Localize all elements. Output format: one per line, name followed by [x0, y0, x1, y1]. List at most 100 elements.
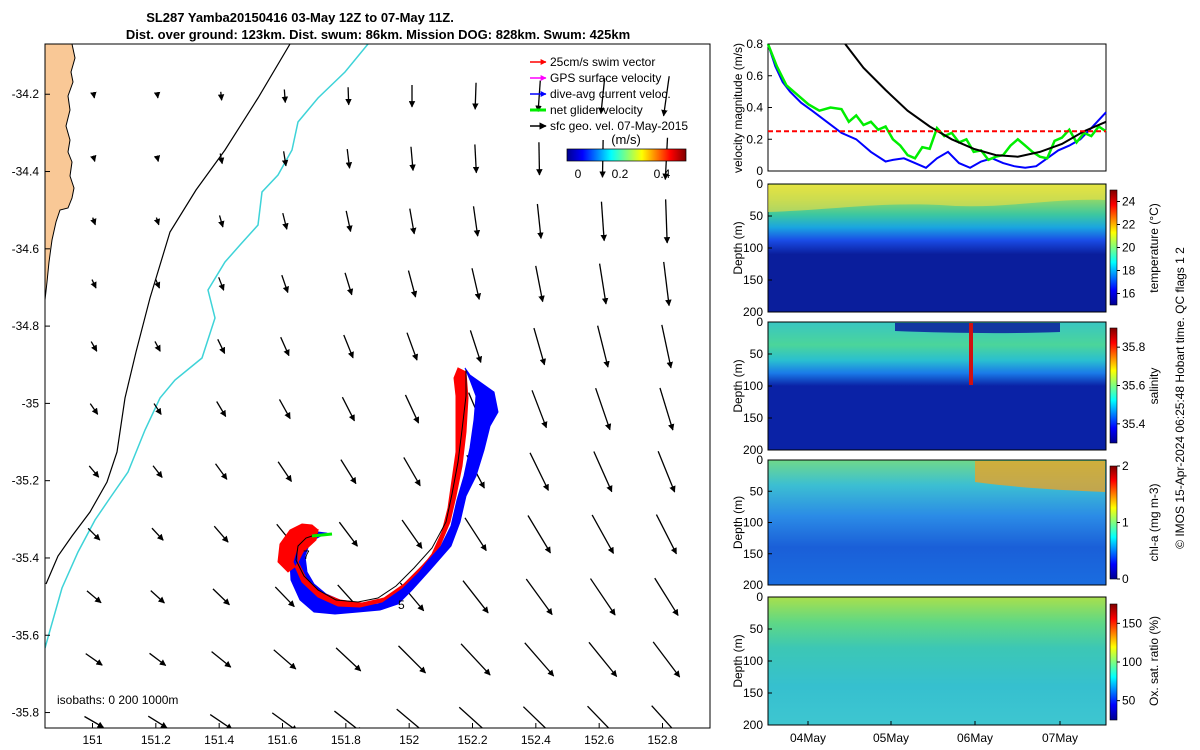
- geo-velocity-arrow: [597, 325, 610, 368]
- geo-velocity-arrow: [462, 580, 489, 614]
- oxygen-colorbar-label: Ox. sat. ratio (%): [1147, 616, 1161, 706]
- colorbar-tick-0: 0: [575, 167, 582, 181]
- chla-colorbar-tick-label: 0: [1122, 572, 1129, 586]
- velocity-y-tick-label: 0.2: [746, 132, 763, 146]
- map-y-ticks: -34.2 -34.4 -34.6 -34.8 -35 -35.2 -35.4 -35.6 -3…: [12, 87, 50, 720]
- geo-velocity-arrow: [271, 712, 298, 728]
- geo-velocity-arrow: [409, 146, 416, 172]
- geo-velocity-arrow: [657, 450, 676, 493]
- geo-velocity-arrow: [213, 525, 229, 543]
- geo-velocity-arrow: [147, 715, 168, 728]
- map-y-tick-label: -35.8: [12, 706, 40, 720]
- geo-velocity-arrow: [655, 514, 677, 555]
- salinity-depth-tick-label: 100: [743, 379, 763, 393]
- map-y-tick-label: -34.6: [12, 242, 40, 256]
- geo-velocity-arrow: [663, 261, 672, 307]
- geo-velocity-arrow: [281, 151, 289, 167]
- geo-velocity-arrow: [472, 82, 479, 110]
- geo-velocity-arrow: [341, 396, 355, 422]
- map-x-tick-label: 151: [82, 733, 102, 747]
- geo-velocity-arrow: [209, 714, 233, 728]
- geo-velocity-arrow: [273, 649, 297, 670]
- geo-velocity-arrow: [90, 91, 97, 99]
- section-labels: 0 50 100 150 200 Depth (m) temperature (°C) 16 1…: [731, 177, 1161, 745]
- geo-velocity-arrow: [90, 217, 97, 226]
- salinity-depth-tick-label: 50: [750, 347, 764, 361]
- salinity-colorbar: [1109, 327, 1118, 444]
- geo-velocity-arrow: [88, 465, 100, 478]
- geo-velocity-arrow: [86, 590, 102, 604]
- land: [45, 44, 76, 301]
- velocity-panel: 0 0.2 0.4 0.6 0.8 velocity magnitude (m/s): [731, 37, 1107, 178]
- chla-depth-tick-label: 0: [756, 453, 763, 467]
- geo-velocity-arrow: [535, 265, 545, 303]
- surface-geo-speed-line: [844, 43, 1107, 158]
- legend-gps: GPS surface velocity: [550, 71, 661, 85]
- geo-velocity-arrow: [587, 705, 610, 728]
- isobaths-label: isobaths: 0 200 1000m: [57, 693, 178, 707]
- salinity-field: [767, 321, 1107, 451]
- geo-velocity-arrow: [591, 514, 615, 555]
- geo-velocity-arrow: [403, 457, 421, 487]
- geo-velocity-arrow: [344, 272, 354, 296]
- figure-title: SL287 Yamba20150416 03-May 12Z to 07-May…: [146, 10, 454, 25]
- geo-velocity-arrow: [529, 452, 549, 491]
- glider-track: [295, 370, 467, 603]
- temperature-colorbar-label: temperature (°C): [1147, 203, 1161, 293]
- temperature-colorbar-tick-label: 18: [1122, 264, 1136, 278]
- figure-subtitle: Dist. over ground: 123km. Dist. swum: 86…: [126, 27, 630, 42]
- geo-velocity-arrow: [85, 653, 103, 666]
- map-x-tick-label: 152: [399, 733, 419, 747]
- geo-velocity-arrow: [90, 341, 98, 352]
- footer-text: © IMOS 15-Apr-2024 06:25:48 Hobart time.…: [1173, 247, 1187, 549]
- chla-depth-tick-label: 150: [743, 547, 763, 561]
- geo-velocity-arrow: [533, 327, 546, 366]
- isobath-1000: [45, 44, 291, 585]
- map-y-tick-label: -34.2: [12, 87, 40, 101]
- geo-velocity-arrow: [536, 203, 544, 240]
- oxygen-panel: [767, 596, 1118, 726]
- oxygen-colorbar-tick-label: 50: [1122, 694, 1136, 708]
- salinity-colorbar-label: salinity: [1147, 368, 1161, 405]
- temperature-colorbar-tick-label: 16: [1122, 287, 1136, 301]
- temperature-colorbar: [1109, 189, 1118, 306]
- geo-velocity-arrow: [458, 706, 484, 728]
- map-x-tick-label: 151.8: [331, 733, 361, 747]
- time-tick-label: 06May: [957, 731, 993, 745]
- velocity-y-tick-label: 0.4: [746, 101, 763, 115]
- track-marker-5: 5: [398, 598, 405, 612]
- salinity-depth-tick-label: 200: [743, 443, 763, 457]
- geo-velocity-arrow: [152, 465, 163, 478]
- geo-velocity-arrow: [280, 336, 290, 357]
- geo-velocity-arrows: [84, 76, 681, 728]
- temperature-colorbar-tick-label: 22: [1122, 218, 1136, 232]
- geo-velocity-arrow: [218, 215, 225, 228]
- map-y-tick-label: -35.2: [12, 474, 40, 488]
- oxygen-depth-tick-label: 0: [756, 590, 763, 604]
- geo-velocity-arrow: [153, 217, 161, 226]
- colorbar-units: (m/s): [611, 132, 641, 147]
- geo-velocity-arrow: [217, 153, 225, 165]
- oxygen-depth-tick-label: 200: [743, 718, 763, 732]
- map-x-tick-label: 151.4: [204, 733, 234, 747]
- geo-velocity-arrow: [335, 647, 362, 672]
- geo-velocity-arrow: [407, 270, 418, 298]
- geo-velocity-arrow: [469, 330, 483, 364]
- map-x-ticks: 151 151.2 151.4 151.6 151.8 152 152.2 152.4 152.…: [82, 723, 678, 747]
- map-x-tick-label: 152.4: [521, 733, 551, 747]
- geo-velocity-arrow: [460, 643, 491, 676]
- geo-velocity-arrow: [472, 144, 480, 174]
- geo-velocity-arrow: [217, 339, 226, 355]
- geo-velocity-arrow: [215, 463, 228, 480]
- geo-velocity-arrow: [659, 387, 675, 431]
- map-frame: [44, 43, 711, 729]
- map-y-tick-label: -34.4: [12, 165, 40, 179]
- velocity-ylabel: velocity magnitude (m/s): [731, 43, 745, 173]
- oxygen-field: [767, 596, 1107, 726]
- geo-velocity-arrow: [652, 641, 681, 678]
- salinity-ylabel: Depth (m): [731, 359, 745, 412]
- speed-colorbar: [566, 148, 687, 162]
- geo-velocity-arrow: [401, 519, 423, 549]
- geo-velocity-arrow: [398, 645, 426, 674]
- geo-velocity-arrow: [281, 89, 289, 104]
